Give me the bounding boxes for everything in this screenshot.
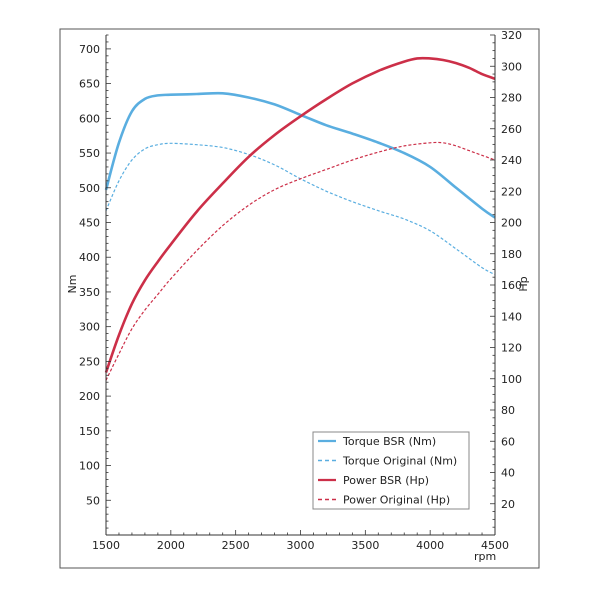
y-left-tick-label: 600 [79,112,100,125]
y-left-tick-label: 500 [79,182,100,195]
x-tick-label: 2500 [222,539,250,552]
y-left-tick-label: 350 [79,286,100,299]
legend-label-0: Torque BSR (Nm) [342,435,436,448]
series-layer [104,56,496,381]
y-right-tick-label: 160 [501,279,522,292]
legend-box [312,431,470,510]
series-line-1 [105,142,496,276]
y-right-tick-label: 220 [501,185,522,198]
x-tick-label: 3000 [287,539,315,552]
y-right-tick-label: 40 [501,467,515,480]
y-right-tick-label: 60 [501,435,515,448]
series-line-0 [104,91,496,219]
y-left-tick-label: 200 [79,390,100,403]
y-left-tick-label: 450 [79,217,100,230]
tick-labels: 50 100 150 200 250 300 350 400 450 500 550 600 650 70… [79,29,522,552]
y-right-tick-label: 300 [501,60,522,73]
y-right-tick-label: 260 [501,123,522,136]
y-left-tick-label: 550 [79,147,100,160]
y-right-tick-label: 180 [501,248,522,261]
y-left-tick-label: 50 [86,494,100,507]
y-left-tick-label: 700 [79,43,100,56]
y-left-tick-label: 400 [79,251,100,264]
y-right-tick-label: 280 [501,92,522,105]
y-right-tick-label: 100 [501,373,522,386]
y-right-tick-label: 120 [501,342,522,355]
y-right-tick-label: 320 [501,29,522,42]
legend-label-3: Power Original (Hp) [343,494,450,507]
legend: Torque BSR (Nm) Torque Original (Nm) Power… [312,431,470,510]
y-right-tick-label: 240 [501,154,522,167]
y-right-tick-label: 80 [501,404,515,417]
y-right-tick-label: 140 [501,310,522,323]
x-tick-label: 2000 [157,539,185,552]
series-line-3 [105,141,496,381]
legend-label-1: Torque Original (Nm) [342,455,457,468]
y-right-tick-label: 200 [501,217,522,230]
y-left-tick-label: 100 [79,460,100,473]
x-tick-label: 4000 [416,539,444,552]
y-left-tick-label: 250 [79,355,100,368]
y-right-tick-label: 20 [501,498,515,511]
y-left-tick-label: 300 [79,321,100,334]
y-axis-label-left: Nm [66,275,79,294]
legend-label-2: Power BSR (Hp) [343,474,429,487]
x-axis-label: rpm [474,550,496,563]
series-line-2 [104,56,496,373]
x-tick-label: 1500 [92,539,120,552]
x-tick-label: 3500 [351,539,379,552]
y-left-tick-label: 150 [79,425,100,438]
x-tick-label: 4500 [481,539,509,552]
y-axis-label-right: Hp [517,276,530,291]
axes [105,34,496,536]
y-left-tick-label: 650 [79,78,100,91]
